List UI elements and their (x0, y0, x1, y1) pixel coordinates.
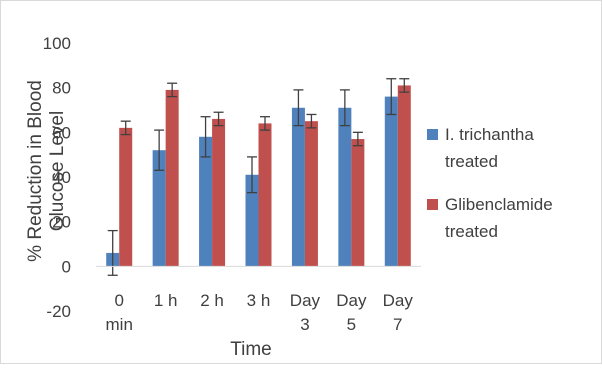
x-tick-label: 2 h (200, 291, 224, 310)
error-bar (339, 89, 350, 127)
bar-series-2 (258, 123, 272, 267)
error-bar (120, 120, 131, 136)
legend-swatch (427, 129, 438, 140)
x-tick-label: 0 min (106, 291, 133, 334)
legend-swatch (427, 199, 438, 210)
error-bar (386, 78, 397, 116)
y-axis-title: % Reduction in BloodGlucose Level (25, 80, 68, 262)
bar-series-1 (291, 107, 305, 267)
bar-series-2 (212, 118, 226, 267)
x-axis-ticks: 0 min 1 h 2 h 3 h Day 3 Day 5 Day 7 (106, 291, 414, 334)
x-tick-label: Day 7 (383, 291, 414, 334)
y-tick-label: 40 (52, 168, 71, 187)
legend-label: I. trichantha treated (445, 125, 534, 171)
error-bars (107, 78, 410, 276)
error-bar (213, 111, 224, 127)
y-tick-label: 80 (52, 79, 71, 98)
x-axis-title: Time (230, 339, 272, 360)
error-bar (154, 129, 165, 171)
legend: I. trichantha treated Glibenclamide treated (427, 125, 553, 241)
bar-series-1 (245, 174, 259, 267)
error-bar (293, 89, 304, 127)
bar-series-2 (397, 85, 411, 267)
y-axis-title-text: % Reduction in BloodGlucose Level (25, 80, 68, 262)
bars (106, 85, 411, 267)
error-bar (200, 116, 211, 158)
bar-series-1 (338, 107, 352, 267)
y-tick-label: 60 (52, 123, 71, 142)
x-tick-label: Day 5 (336, 291, 367, 334)
error-bar (352, 131, 363, 147)
y-axis-ticks: -20 0 20 40 60 80 100 (43, 34, 71, 321)
bar-series-2 (119, 127, 133, 267)
bar-series-1 (199, 136, 213, 267)
error-bar (247, 156, 257, 194)
bar-series-2 (165, 89, 179, 267)
error-bar (107, 229, 118, 276)
legend-label: Glibenclamide treated (445, 195, 553, 241)
x-tick-label: 1 h (154, 291, 178, 310)
bar-series-1 (152, 150, 166, 267)
error-bar (306, 113, 317, 129)
y-tick-label: 20 (52, 213, 71, 232)
legend-item-1: I. trichantha treated (427, 125, 534, 171)
bar-series-2 (304, 121, 318, 267)
y-tick-label: -20 (46, 302, 71, 321)
legend-item-2: Glibenclamide treated (427, 195, 553, 241)
error-bar (167, 82, 178, 98)
x-tick-label: 3 h (247, 291, 271, 310)
y-tick-label: 0 (62, 257, 71, 276)
error-bar (260, 116, 270, 131)
x-tick-label: Day 3 (290, 291, 321, 334)
bar-series-2 (351, 139, 365, 267)
bar-series-1 (384, 96, 398, 267)
error-bar (399, 78, 410, 93)
y-tick-label: 100 (43, 34, 71, 53)
